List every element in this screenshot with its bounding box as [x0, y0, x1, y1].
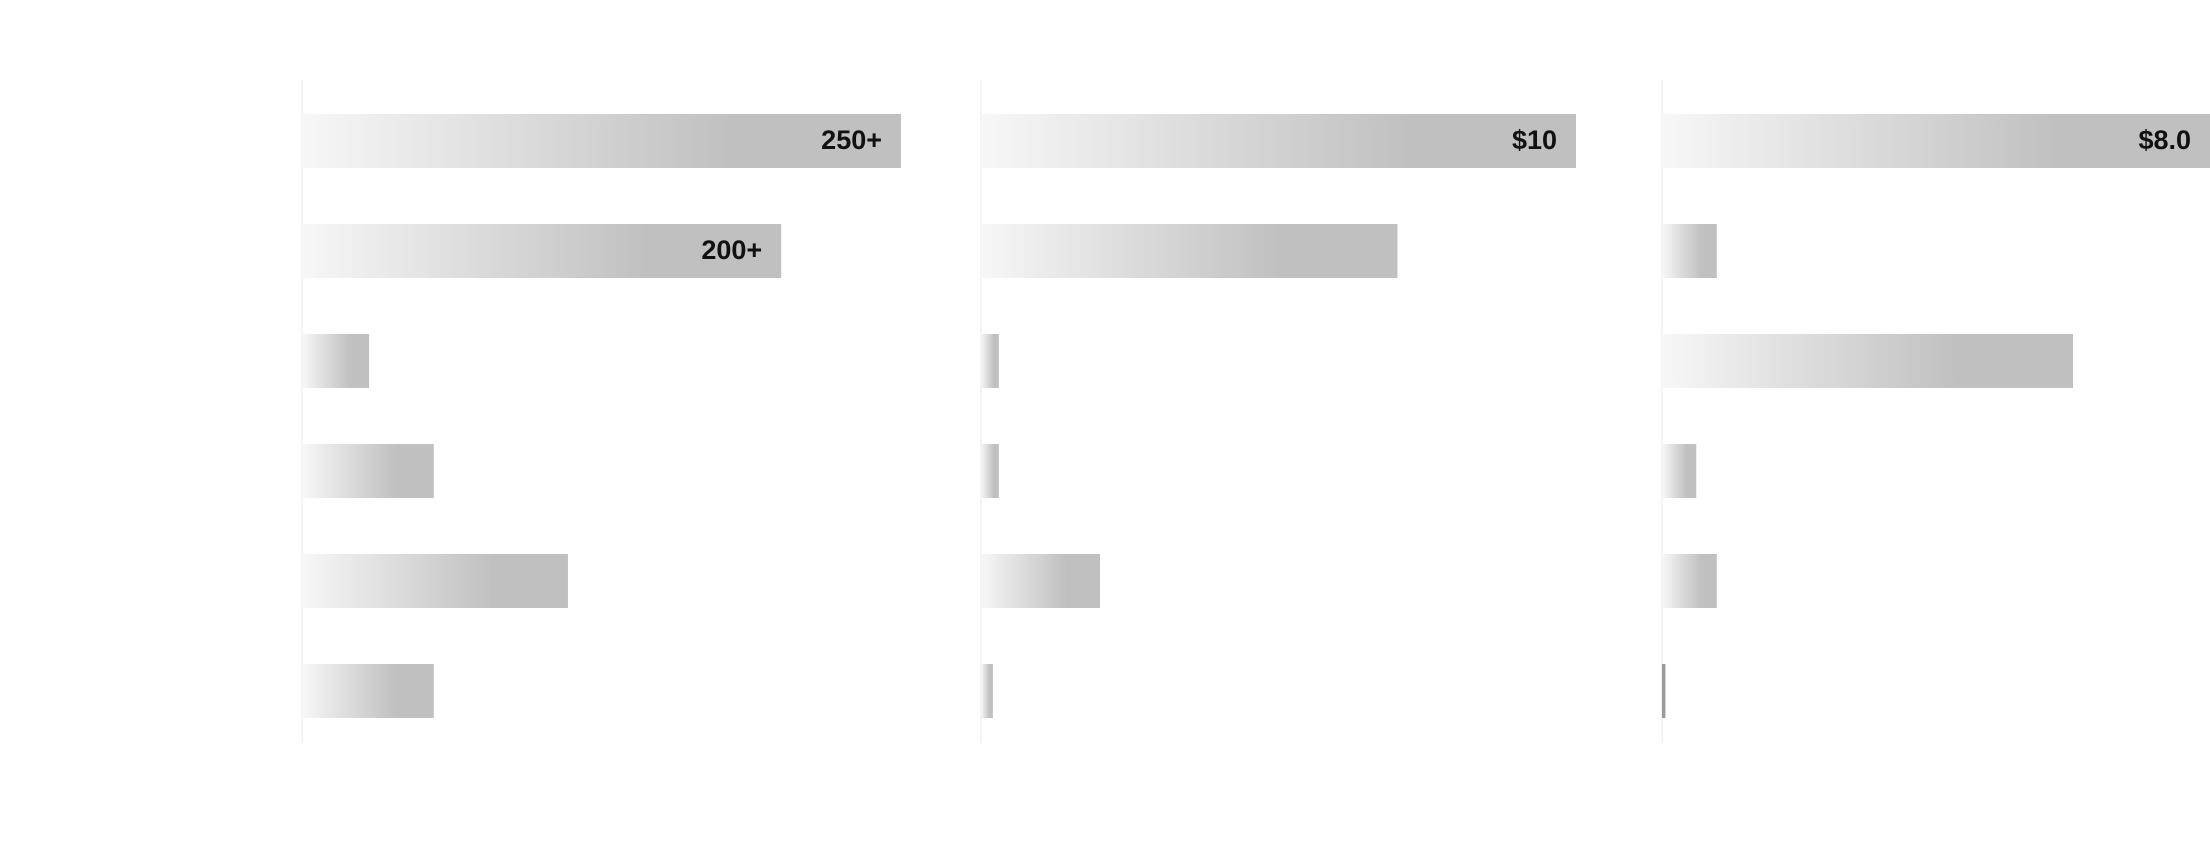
bar	[981, 664, 993, 718]
bar	[981, 444, 999, 498]
value-label: 200+	[701, 235, 762, 265]
bar	[302, 334, 370, 388]
bar	[1662, 224, 1717, 278]
value-label: 250+	[821, 125, 882, 155]
bar	[302, 224, 782, 278]
bar	[302, 554, 568, 608]
bar	[1662, 554, 1717, 608]
bar	[302, 114, 901, 168]
bar	[981, 334, 999, 388]
bar	[302, 444, 434, 498]
bar	[1662, 114, 2210, 168]
bar	[981, 554, 1100, 608]
bar	[1662, 444, 1697, 498]
bar	[981, 224, 1398, 278]
bar	[1662, 664, 1666, 718]
bar	[302, 664, 434, 718]
value-label: $10	[1512, 125, 1557, 155]
bar	[981, 114, 1576, 168]
bar	[1662, 334, 2073, 388]
value-label: $8.0	[2138, 125, 2191, 155]
